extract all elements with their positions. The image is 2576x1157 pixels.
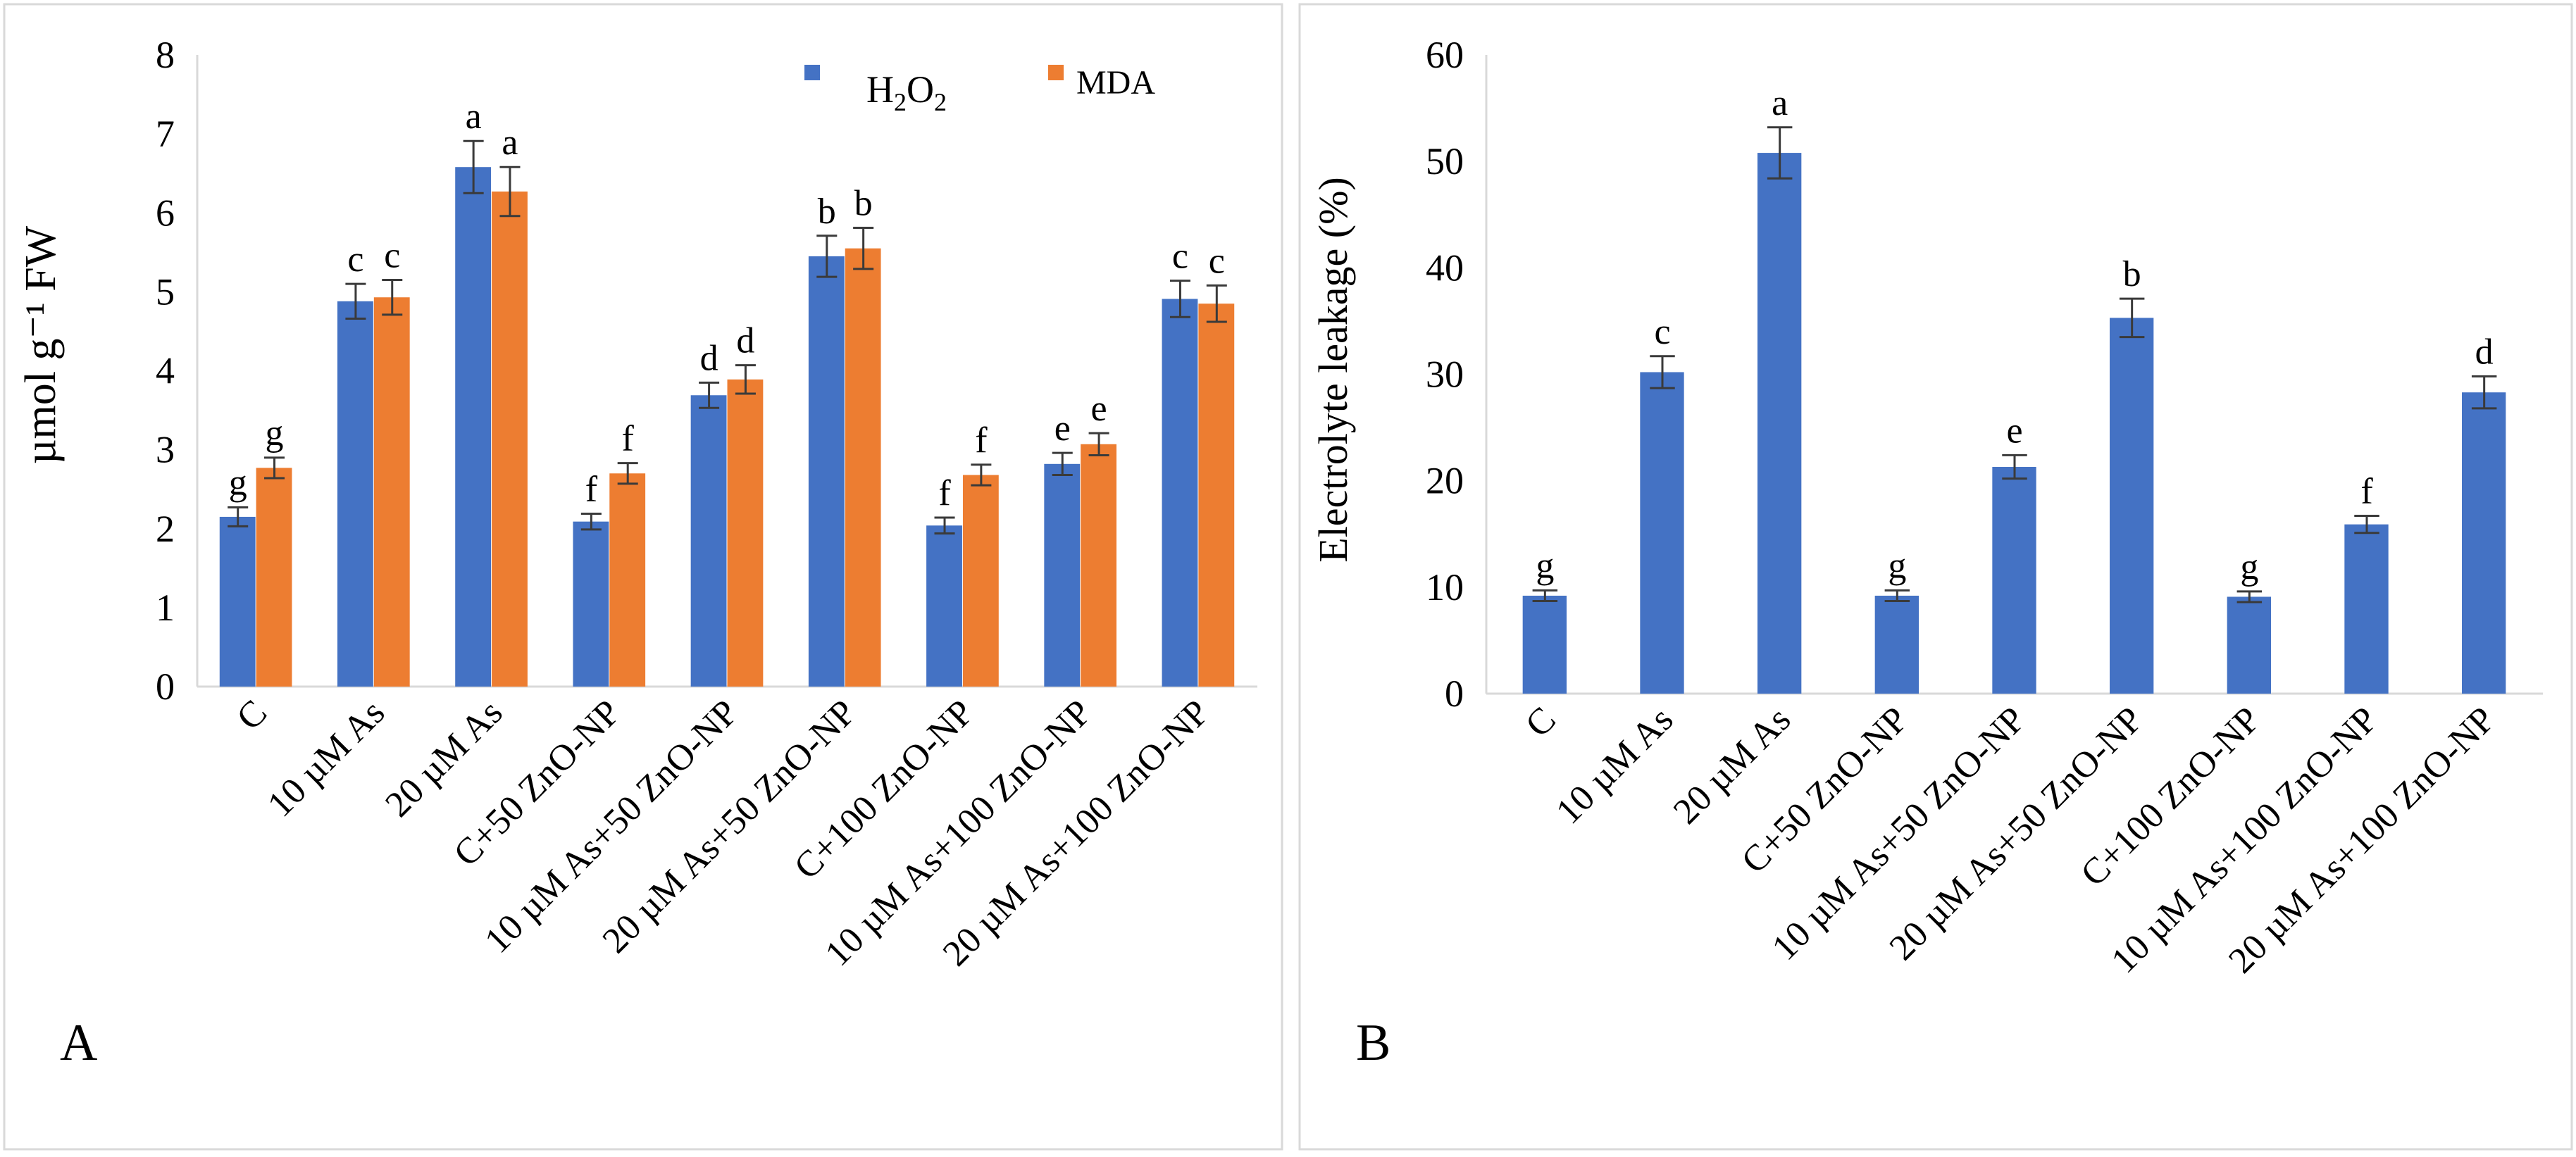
bar <box>1162 299 1198 687</box>
significance-letter: d <box>736 321 754 361</box>
significance-letter: g <box>2240 547 2258 587</box>
bar <box>727 379 764 687</box>
significance-letter: a <box>466 96 482 137</box>
bar <box>2462 392 2506 694</box>
significance-letter: c <box>1209 241 1225 281</box>
y-tick-label: 0 <box>1445 673 1464 715</box>
y-tick-label: 10 <box>1426 566 1464 608</box>
significance-letter: c <box>384 236 400 276</box>
y-tick-label: 4 <box>156 350 175 392</box>
significance-letter: f <box>975 420 988 461</box>
significance-letter: g <box>229 463 247 503</box>
significance-letter: f <box>938 473 951 513</box>
y-tick-label: 3 <box>156 429 175 471</box>
bar <box>256 468 292 687</box>
y-tick-label: 60 <box>1426 34 1464 76</box>
bar <box>845 248 881 687</box>
y-tick-label: 2 <box>156 508 175 550</box>
bar <box>962 475 999 687</box>
significance-letter: f <box>622 419 635 459</box>
bar <box>1640 372 1684 694</box>
significance-letter: g <box>1536 546 1554 586</box>
significance-letter: b <box>2123 254 2141 294</box>
panel-b-label: B <box>1356 1014 1390 1072</box>
y-tick-label: 50 <box>1426 140 1464 182</box>
bar <box>2227 596 2271 694</box>
y-tick-label: 40 <box>1426 246 1464 289</box>
bar <box>219 516 256 687</box>
y-tick-label: 7 <box>156 113 175 155</box>
bar <box>1044 463 1081 687</box>
bar <box>2110 318 2154 694</box>
significance-letter: e <box>1054 408 1071 449</box>
significance-letter: a <box>502 123 518 163</box>
y-tick-label: 5 <box>156 270 175 313</box>
y-tick-label: 8 <box>156 34 175 76</box>
bar <box>1757 153 1802 694</box>
bar <box>1522 595 1567 694</box>
y-tick-label: 0 <box>156 665 175 708</box>
y-tick-label: 30 <box>1426 354 1464 396</box>
y-tick-label: 6 <box>156 192 175 234</box>
significance-letter: b <box>818 192 836 232</box>
panel-a-label: A <box>60 1014 97 1072</box>
significance-letter: g <box>266 413 284 454</box>
panel-a-y-axis-label: µmol g⁻¹ FW <box>17 225 65 464</box>
bar <box>337 301 373 687</box>
significance-letter: c <box>1654 312 1670 352</box>
legend-swatch-mda <box>1048 65 1064 80</box>
significance-letter: c <box>347 239 363 280</box>
bar <box>573 521 609 687</box>
bar <box>1198 304 1235 687</box>
significance-letter: c <box>1172 237 1188 277</box>
legend-label-h2o2-display: H2O2 <box>866 68 947 116</box>
significance-letter: g <box>1888 546 1906 586</box>
bar <box>926 525 962 687</box>
significance-letter: f <box>2360 472 2373 512</box>
legend-label-mda: MDA <box>1076 64 1155 101</box>
significance-letter: e <box>1091 389 1107 429</box>
bar <box>373 297 410 687</box>
y-tick-label: 20 <box>1426 460 1464 502</box>
legend-swatch-h2o2 <box>804 65 820 80</box>
significance-letter: d <box>2475 332 2494 373</box>
y-tick-label: 1 <box>156 587 175 629</box>
bar <box>455 167 492 687</box>
bar <box>492 191 528 687</box>
bar <box>1081 444 1117 687</box>
bar <box>609 473 646 687</box>
legend: H2O2 H2O2 MDA <box>804 64 1155 116</box>
bar <box>1874 595 1919 694</box>
significance-letter: f <box>585 469 598 509</box>
significance-letter: a <box>1772 83 1788 123</box>
bar <box>690 395 727 687</box>
significance-letter: b <box>854 184 873 224</box>
bar <box>808 256 845 687</box>
panel-b-y-axis-label: Electrolyte leakage (%) <box>1310 177 1356 562</box>
bar <box>1992 467 2036 694</box>
significance-letter: e <box>2006 411 2022 451</box>
significance-letter: d <box>700 338 718 378</box>
bar <box>2344 524 2389 694</box>
